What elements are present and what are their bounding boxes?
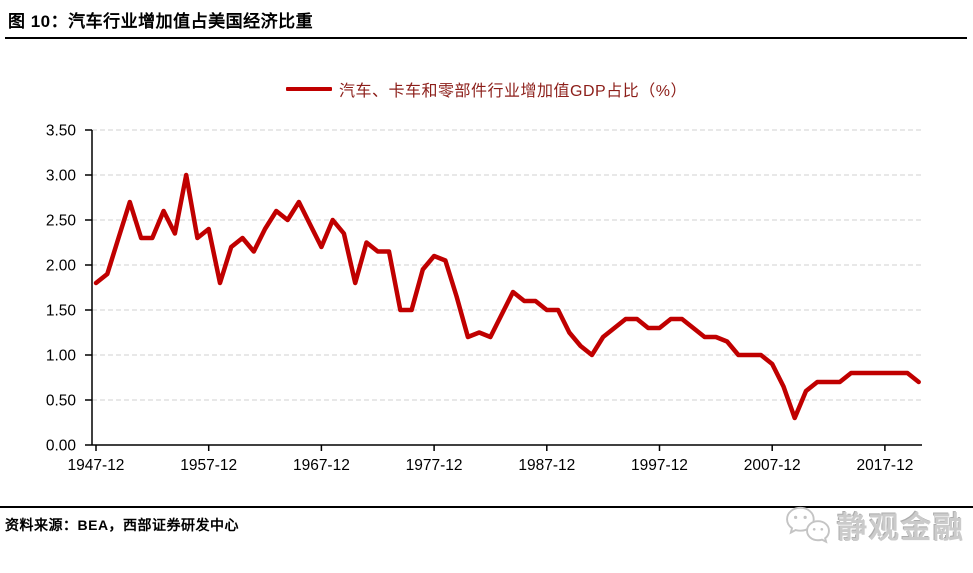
legend-label: 汽车、卡车和零部件行业增加值GDP占比（%）	[339, 83, 687, 100]
series-line	[93, 172, 921, 421]
x-tick-label: 1997-12	[631, 457, 688, 474]
y-tick-label: 0.50	[46, 393, 77, 410]
x-tick-label: 1967-12	[293, 457, 350, 474]
footer-divider	[0, 506, 973, 508]
brand-logo: 静观金融	[785, 503, 965, 547]
x-tick-label: 1947-12	[68, 457, 125, 474]
y-tick-label: 2.50	[46, 213, 77, 230]
x-tick-label: 1957-12	[180, 457, 237, 474]
chart-legend: 汽车、卡车和零部件行业增加值GDP占比（%）	[0, 77, 973, 101]
logo-text: 静观金融	[837, 512, 965, 545]
y-tick-label: 3.50	[46, 123, 77, 140]
x-tick-label: 2007-12	[744, 457, 801, 474]
y-tick-label: 2.00	[46, 258, 77, 275]
x-tick-label: 2017-12	[856, 457, 913, 474]
x-tick-label: 1977-12	[406, 457, 463, 474]
y-tick-label: 3.00	[46, 168, 77, 185]
title-divider	[5, 37, 967, 39]
page-title: 图 10：汽车行业增加值占美国经济比重	[8, 12, 314, 31]
y-tick-label: 1.50	[46, 303, 77, 320]
x-tick-label: 1987-12	[518, 457, 575, 474]
wechat-icon	[786, 506, 830, 544]
source-note: 资料来源：BEA，西部证券研发中心	[5, 517, 240, 533]
y-tick-label: 0.00	[46, 438, 77, 455]
legend-line-swatch	[286, 87, 333, 91]
y-tick-label: 1.00	[46, 348, 77, 365]
